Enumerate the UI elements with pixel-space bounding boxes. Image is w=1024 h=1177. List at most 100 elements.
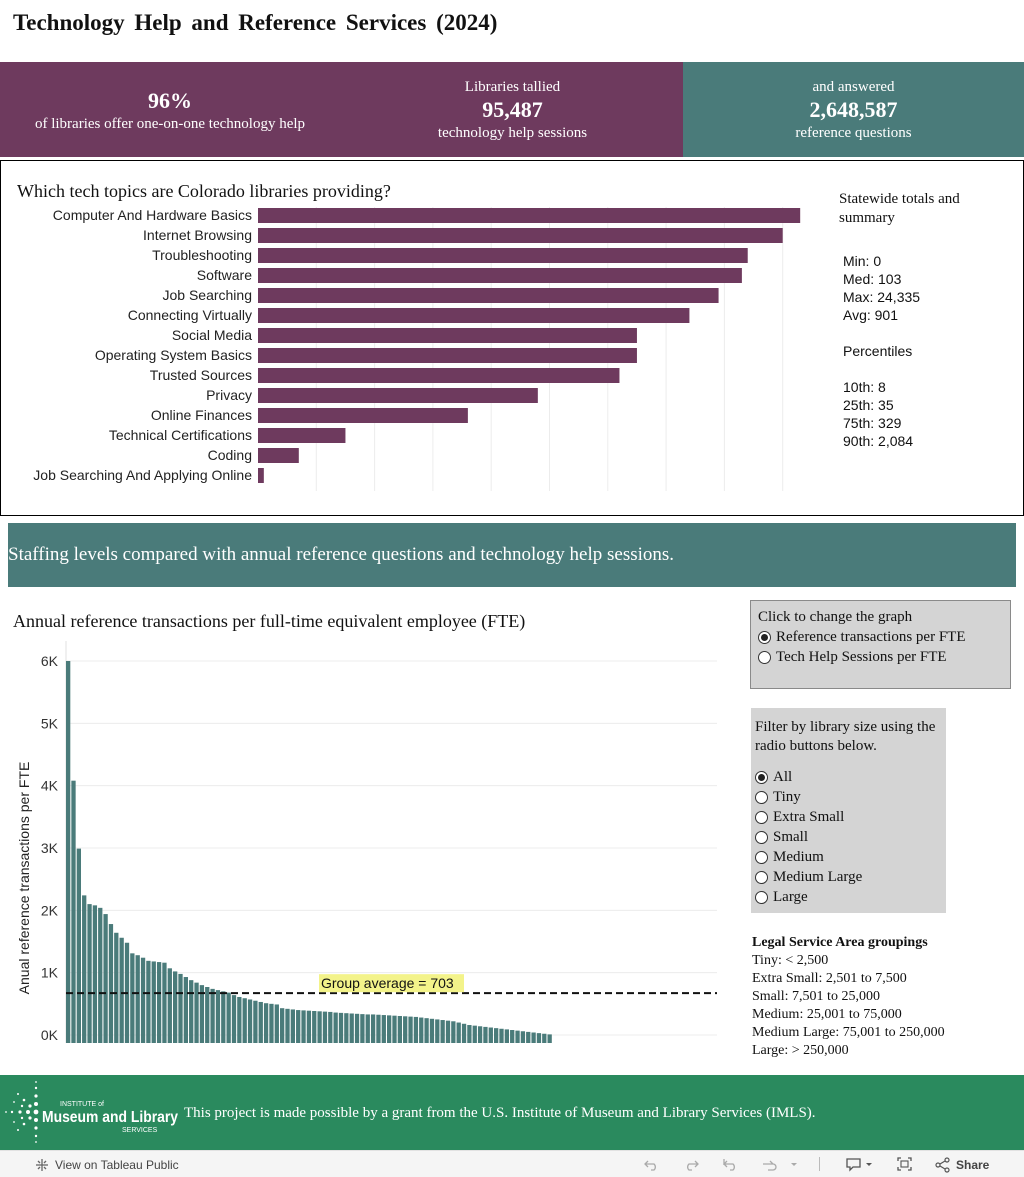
fte-bar[interactable] <box>242 998 247 1043</box>
fte-bar[interactable] <box>301 1010 306 1043</box>
fte-bar[interactable] <box>269 1003 274 1043</box>
fte-bar[interactable] <box>429 1018 435 1043</box>
radio-icon[interactable] <box>755 890 768 904</box>
topic-bar[interactable] <box>258 248 748 263</box>
fte-bar[interactable] <box>419 1017 424 1043</box>
topic-bar[interactable] <box>258 428 346 443</box>
fte-bar[interactable] <box>156 962 162 1043</box>
topic-bar[interactable] <box>258 468 264 483</box>
fte-bar[interactable] <box>285 1008 290 1043</box>
fte-bar[interactable] <box>146 960 151 1043</box>
fte-bar[interactable] <box>274 1004 279 1043</box>
fte-bar[interactable] <box>397 1015 402 1043</box>
fte-bar[interactable] <box>526 1031 531 1043</box>
graph-option-techhelp[interactable]: Tech Help Sessions per FTE <box>758 647 1010 667</box>
fte-bar[interactable] <box>130 953 135 1043</box>
fte-bar[interactable] <box>317 1011 322 1043</box>
fte-bar[interactable] <box>333 1012 338 1043</box>
fte-bar[interactable] <box>477 1026 483 1043</box>
fte-bar[interactable] <box>306 1010 312 1043</box>
topic-bar[interactable] <box>258 228 783 243</box>
size-option-medium-large[interactable]: Medium Large <box>755 867 946 887</box>
size-option-extra-small[interactable]: Extra Small <box>755 807 946 827</box>
radio-icon[interactable] <box>755 850 768 864</box>
fte-bar[interactable] <box>263 1003 269 1043</box>
fte-bar[interactable] <box>280 1008 285 1043</box>
fte-bar[interactable] <box>183 977 188 1043</box>
view-on-tableau-link[interactable]: View on Tableau Public <box>34 1157 179 1173</box>
fte-bar[interactable] <box>103 914 108 1043</box>
fte-bar[interactable] <box>226 992 231 1043</box>
topic-bar[interactable] <box>258 328 637 343</box>
fte-bar[interactable] <box>66 661 71 1043</box>
fte-bar[interactable] <box>510 1030 515 1043</box>
fte-bar[interactable] <box>92 905 98 1043</box>
fte-bar[interactable] <box>87 904 92 1043</box>
radio-icon[interactable] <box>755 830 768 844</box>
fte-bar[interactable] <box>98 907 103 1043</box>
size-option-tiny[interactable]: Tiny <box>755 787 946 807</box>
fte-bar[interactable] <box>488 1027 493 1043</box>
fte-bar[interactable] <box>205 987 210 1043</box>
fte-bar[interactable] <box>461 1023 467 1043</box>
fte-bar[interactable] <box>290 1009 295 1043</box>
fte-bar[interactable] <box>392 1015 397 1043</box>
size-option-all[interactable]: All <box>755 767 946 787</box>
radio-icon[interactable] <box>755 790 768 804</box>
fte-bar[interactable] <box>424 1018 429 1043</box>
fte-bar[interactable] <box>542 1033 547 1043</box>
fte-bar[interactable] <box>349 1013 354 1043</box>
fte-bar[interactable] <box>445 1020 451 1043</box>
fte-bar[interactable] <box>71 780 76 1043</box>
fte-bar[interactable] <box>413 1016 419 1043</box>
fte-bar[interactable] <box>547 1034 552 1043</box>
fte-bar[interactable] <box>215 990 221 1043</box>
topic-bar[interactable] <box>258 308 690 323</box>
fte-bar[interactable] <box>237 996 242 1043</box>
fte-bar[interactable] <box>178 973 183 1043</box>
fte-bar[interactable] <box>338 1012 344 1043</box>
radio-icon[interactable] <box>755 870 768 884</box>
fte-bar[interactable] <box>520 1031 526 1043</box>
topic-bar[interactable] <box>258 268 742 283</box>
redo-icon[interactable] <box>682 1156 700 1172</box>
size-option-medium[interactable]: Medium <box>755 847 946 867</box>
fte-bar[interactable] <box>440 1020 445 1043</box>
fte-bar[interactable] <box>381 1015 386 1043</box>
fte-bar[interactable] <box>365 1014 370 1043</box>
radio-icon[interactable] <box>755 810 768 824</box>
fte-bar[interactable] <box>162 962 167 1043</box>
fte-bar[interactable] <box>344 1013 349 1043</box>
fte-bar[interactable] <box>312 1011 317 1043</box>
fte-bar[interactable] <box>247 999 253 1043</box>
fte-bar[interactable] <box>108 924 114 1043</box>
graph-option-reference[interactable]: Reference transactions per FTE <box>758 627 1010 647</box>
fte-bar[interactable] <box>210 988 215 1043</box>
fte-bar[interactable] <box>504 1029 509 1043</box>
fte-bar[interactable] <box>408 1016 413 1043</box>
fte-bar[interactable] <box>322 1011 328 1043</box>
revert-icon[interactable] <box>722 1156 740 1172</box>
fte-bar[interactable] <box>499 1028 504 1043</box>
fte-bar[interactable] <box>82 895 87 1043</box>
fte-bar[interactable] <box>167 968 172 1043</box>
fte-bar[interactable] <box>354 1013 360 1043</box>
fte-bar[interactable] <box>119 937 124 1043</box>
fte-bar[interactable] <box>173 971 178 1043</box>
fte-bar[interactable] <box>494 1028 499 1043</box>
topic-bar[interactable] <box>258 388 538 403</box>
fte-bar[interactable] <box>231 995 237 1043</box>
fte-bar[interactable] <box>135 955 140 1043</box>
fte-bar[interactable] <box>360 1014 365 1043</box>
fte-bar[interactable] <box>76 848 81 1043</box>
fte-bar[interactable] <box>258 1001 263 1043</box>
topic-bar[interactable] <box>258 448 299 463</box>
topic-bar[interactable] <box>258 368 620 383</box>
fte-bar[interactable] <box>515 1030 520 1043</box>
refresh-icon[interactable] <box>760 1156 800 1172</box>
fte-bar[interactable] <box>199 985 205 1043</box>
fte-bar[interactable] <box>140 957 146 1043</box>
fte-bar[interactable] <box>189 980 194 1043</box>
comment-icon[interactable] <box>845 1156 877 1172</box>
fte-bar[interactable] <box>403 1016 408 1043</box>
